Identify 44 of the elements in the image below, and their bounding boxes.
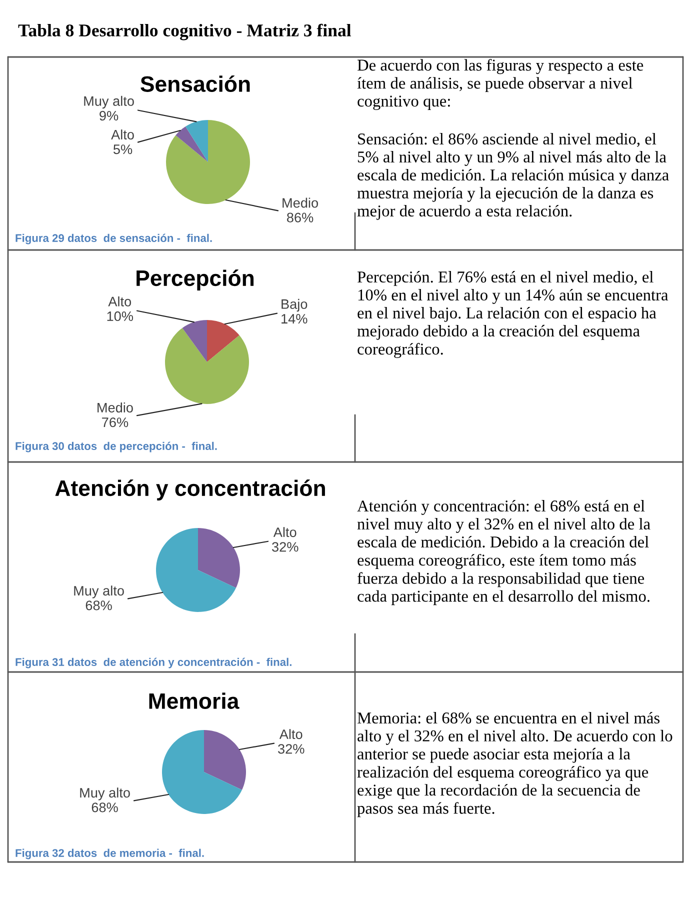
data-label: 5% <box>113 144 132 154</box>
pie-slice <box>198 528 240 588</box>
chart-title: Percepción <box>136 270 254 290</box>
data-label: 68% <box>92 802 118 812</box>
slice-label: Alto <box>108 296 132 306</box>
data-label: 86% <box>287 212 314 222</box>
text: Tabla 8 Desarrollo cognitivo - Matriz 3 final <box>18 24 352 40</box>
pie-slice <box>185 120 208 162</box>
text: Percepción. El 76% está en el nivel medio, el 10% en el nivel alto y un 14% aún se encuentra en el nivel bajo. La relación con el espacio ha mejorado debido a la creación del esquema coreográfico. <box>357 271 668 358</box>
slice-label: Alto <box>273 527 296 538</box>
slice-label: Muy alto <box>84 96 134 109</box>
text: Figura 31 datos de atención y concentración - final. <box>16 658 292 668</box>
chart-title: Atención y concentración <box>55 480 325 500</box>
data-label: 76% <box>102 418 128 428</box>
pie-slice <box>176 126 208 162</box>
pie-slice <box>204 730 246 790</box>
text: Figura 29 datos de sensación - final. <box>16 234 212 244</box>
text: Atención y concentración: el 68% está en el nivel muy alto y el 32% en el nivel alto de la escala de medición. Debido a la creación del esquema coreográfico, este ítem tomo más fuerza debido a la responsabilidad que tiene cada participante en el desarrollo del mismo. <box>357 500 650 606</box>
data-label: 14% <box>282 314 308 324</box>
text: Sensación: el 86% asciende al nivel medio, el 5% al nivel alto y un 9% al nivel más alto de la escala de medición. La relación música y danza muestra mejoría y la ejecución de la danza es mejor de acuerdo a esta relación. <box>357 132 669 220</box>
text: Memoria: el 68% se encuentra en el nivel más alto y el 32% en el nivel alto. De acuerdo con lo anterior se puede asociar esta mejoría a la realización del esquema coreográfico ya que exige que la recordación de la secuencia de pasos sea más fuerte. <box>357 712 672 818</box>
data-label: 10% <box>107 311 134 322</box>
pie-slice <box>182 320 207 362</box>
slice-label: Medio <box>98 402 133 412</box>
chart-title: Memoria <box>149 692 240 709</box>
data-label: 32% <box>278 744 304 754</box>
data-label: 68% <box>86 600 112 610</box>
pie-slice <box>162 730 242 814</box>
pie-slice <box>156 528 236 612</box>
text: Figura 30 datos de percepción - final. <box>16 442 217 452</box>
slice-label: Alto <box>279 729 302 740</box>
data-label: 9% <box>100 110 118 121</box>
text: Figura 32 datos de memoria - final. <box>16 848 204 860</box>
slice-label: Alto <box>111 129 134 140</box>
slice-label: Bajo <box>282 298 308 312</box>
pie-slice <box>165 328 249 404</box>
data-label: 32% <box>272 542 298 552</box>
pie-slice <box>207 320 240 362</box>
slice-label: Muy alto <box>80 788 130 800</box>
pie-slice <box>166 120 250 204</box>
chart-title: Sensación <box>140 75 250 92</box>
slice-label: Medio <box>282 198 318 208</box>
text: De acuerdo con las figuras y respecto a este ítem de análisis, se puede observar a nivel cognitivo que: <box>357 59 644 110</box>
slice-label: Muy alto <box>74 586 124 598</box>
